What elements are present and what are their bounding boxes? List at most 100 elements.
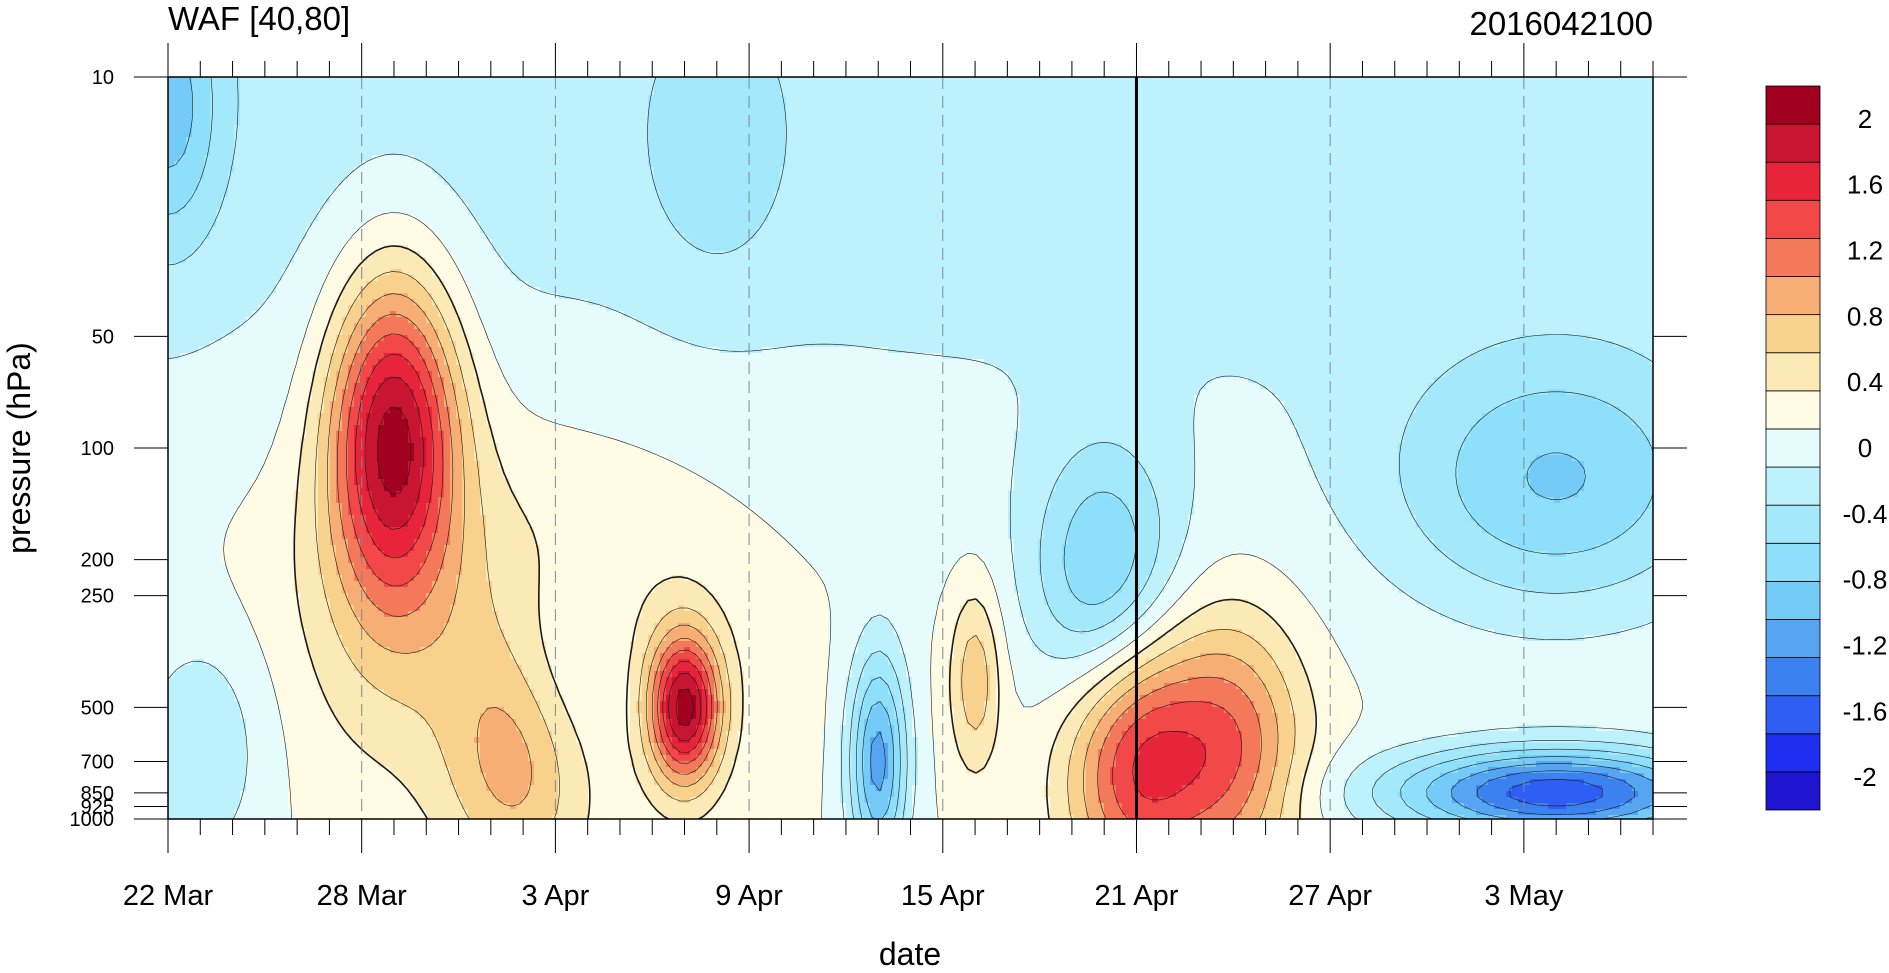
field-cell [1506,95,1513,102]
field-cell [414,101,421,108]
field-cell [366,137,373,144]
field-cell [342,95,349,102]
field-cell [540,131,547,138]
field-cell [312,89,319,96]
field-cell [1242,191,1249,198]
field-cell [1110,191,1117,198]
field-cell [774,161,781,168]
field-cell [306,131,313,138]
field-cell [624,125,631,132]
field-cell [1476,113,1483,120]
field-cell [912,173,919,180]
field-cell [912,167,919,174]
field-cell [888,77,895,84]
field-cell [642,101,649,108]
field-cell [480,143,487,150]
field-cell [468,89,475,96]
field-cell [336,107,343,114]
field-cell [1044,101,1051,108]
field-cell [516,113,523,120]
field-cell [630,143,637,150]
field-cell [744,185,751,192]
field-cell [1182,77,1189,84]
field-cell [954,107,961,114]
field-cell [1218,149,1225,156]
field-cell [1500,179,1507,186]
field-cell [672,131,679,138]
field-cell [630,107,637,114]
field-cell [900,119,907,126]
field-cell [1536,77,1543,84]
field-cell [1290,125,1297,132]
field-cell [1572,131,1579,138]
field-cell [1254,107,1261,114]
field-cell [414,179,421,186]
field-cell [1500,161,1507,168]
field-cell [1164,185,1171,192]
field-cell [1452,185,1459,192]
field-cell [414,95,421,102]
field-cell [1074,179,1081,186]
field-cell [324,107,331,114]
field-cell [1368,161,1375,168]
field-cell [1044,125,1051,132]
field-cell [1608,83,1615,90]
field-cell [354,131,361,138]
field-cell [1560,83,1567,90]
field-cell [540,137,547,144]
field-cell [324,89,331,96]
field-cell [1620,173,1627,180]
field-cell [168,167,175,174]
field-cell [1500,119,1507,126]
field-cell [348,143,355,150]
field-cell [1344,83,1351,90]
field-cell [234,107,241,114]
field-cell [1344,131,1351,138]
field-cell [330,107,337,114]
field-cell [804,155,811,162]
field-cell [906,155,913,162]
field-cell [420,155,427,162]
field-cell [1140,179,1147,186]
field-cell [480,137,487,144]
field-cell [1014,149,1021,156]
field-cell [522,125,529,132]
field-cell [1332,107,1339,114]
field-cell [618,137,625,144]
field-cell [1266,83,1273,90]
field-cell [1512,83,1519,90]
field-cell [1068,161,1075,168]
field-cell [978,167,985,174]
field-cell [474,161,481,168]
field-cell [978,113,985,120]
field-cell [288,149,295,156]
field-cell [1362,107,1369,114]
field-cell [546,161,553,168]
field-cell [1458,161,1465,168]
field-cell [384,197,391,204]
field-cell [1068,173,1075,180]
field-cell [888,95,895,102]
field-cell [714,155,721,162]
field-cell [1170,167,1177,174]
field-cell [1410,83,1417,90]
field-cell [828,113,835,120]
field-cell [1260,101,1267,108]
field-cell [600,95,607,102]
field-cell [1578,155,1585,162]
field-cell [282,149,289,156]
field-cell [1566,77,1573,84]
field-cell [1152,101,1159,108]
field-cell [336,197,343,204]
field-cell [348,173,355,180]
field-cell [1014,131,1021,138]
field-cell [1512,143,1519,150]
field-cell [1398,101,1405,108]
field-cell [420,179,427,186]
field-cell [300,191,307,198]
field-cell [492,95,499,102]
field-cell [642,173,649,180]
field-cell [210,83,217,90]
field-cell [1416,83,1423,90]
field-cell [1188,185,1195,192]
